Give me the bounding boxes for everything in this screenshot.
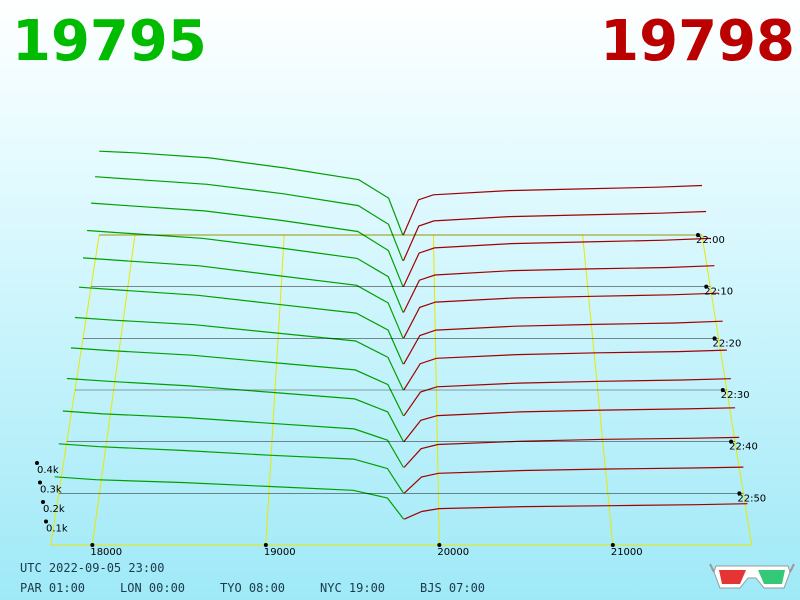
bid-depth-line <box>54 476 405 520</box>
depth-tick-label: 0.2k <box>43 504 65 515</box>
ask-depth-line <box>403 320 723 365</box>
ask-depth-line <box>402 265 715 313</box>
price-tick <box>437 543 442 547</box>
depth-tick <box>44 519 48 524</box>
city-clock: LON 00:00 <box>120 581 185 595</box>
time-tick <box>737 491 742 496</box>
price-tick-label: 18000 <box>90 547 122 558</box>
depth-tick-label: 0.4k <box>37 465 59 476</box>
time-tick-label: 22:50 <box>737 493 766 504</box>
bid-depth-line <box>91 202 404 287</box>
city-clock: PAR 01:00 <box>20 581 85 595</box>
time-tick-label: 22:30 <box>721 390 750 401</box>
ask-price: 19798 <box>600 9 795 74</box>
time-tick <box>695 233 700 237</box>
price-tick <box>263 543 268 547</box>
ask-depth-line <box>402 237 711 287</box>
bid-price: 19795 <box>12 9 207 74</box>
ask-depth-line <box>403 292 719 339</box>
time-tick-label: 22:40 <box>729 442 758 453</box>
3d-glasses-icon <box>709 563 795 589</box>
bid-depth-line <box>78 286 404 365</box>
ask-depth-line <box>403 436 740 468</box>
axis-labels: 18000 19000 20000 21000 22:00 22:10 22:20 22:30… <box>35 233 766 558</box>
time-tick <box>712 336 717 341</box>
price-tick <box>610 543 615 547</box>
bid-depth-line <box>95 176 404 262</box>
time-tick <box>720 388 725 392</box>
city-clock: NYC 19:00 <box>320 581 385 595</box>
city-clock: BJS 07:00 <box>420 581 485 595</box>
bid-depth-line <box>87 229 404 313</box>
time-tick <box>729 439 734 444</box>
bid-depth-line <box>58 443 405 494</box>
ask-depth-line <box>403 378 731 417</box>
ask-depth-line <box>403 349 727 391</box>
price-tick-label: 20000 <box>437 547 469 558</box>
ask-depth-line <box>402 210 707 262</box>
depth-tick <box>38 480 42 485</box>
ask-depth-line <box>403 466 744 494</box>
bid-depth-line <box>70 347 404 417</box>
price-tick-label: 19000 <box>264 547 296 558</box>
time-tick-label: 22:10 <box>704 287 733 298</box>
ask-depth-line <box>402 184 703 236</box>
time-tick-label: 22:00 <box>696 235 725 246</box>
world-clocks: PAR 01:00 LON 00:00 TYO 08:00 NYC 19:00 BJS … <box>20 581 485 595</box>
depth-curves <box>54 150 748 520</box>
bid-depth-line <box>99 150 404 236</box>
city-clock: TYO 08:00 <box>220 581 285 595</box>
depth-tick-label: 0.1k <box>46 524 68 535</box>
ask-depth-line <box>403 503 748 520</box>
ask-depth-line <box>403 407 736 443</box>
time-tick <box>704 284 709 289</box>
price-tick <box>90 543 95 547</box>
depth-tick <box>41 500 45 504</box>
bid-depth-line <box>74 316 404 391</box>
utc-time: UTC 2022-09-05 23:00 <box>20 561 165 575</box>
depth-tick <box>35 461 39 465</box>
price-tick-label: 21000 <box>611 547 643 558</box>
time-tick-label: 22:20 <box>713 338 742 349</box>
bid-depth-line <box>62 410 405 468</box>
depth-tick-label: 0.3k <box>40 485 62 496</box>
bid-depth-line <box>66 377 405 442</box>
bid-depth-line <box>82 257 404 339</box>
